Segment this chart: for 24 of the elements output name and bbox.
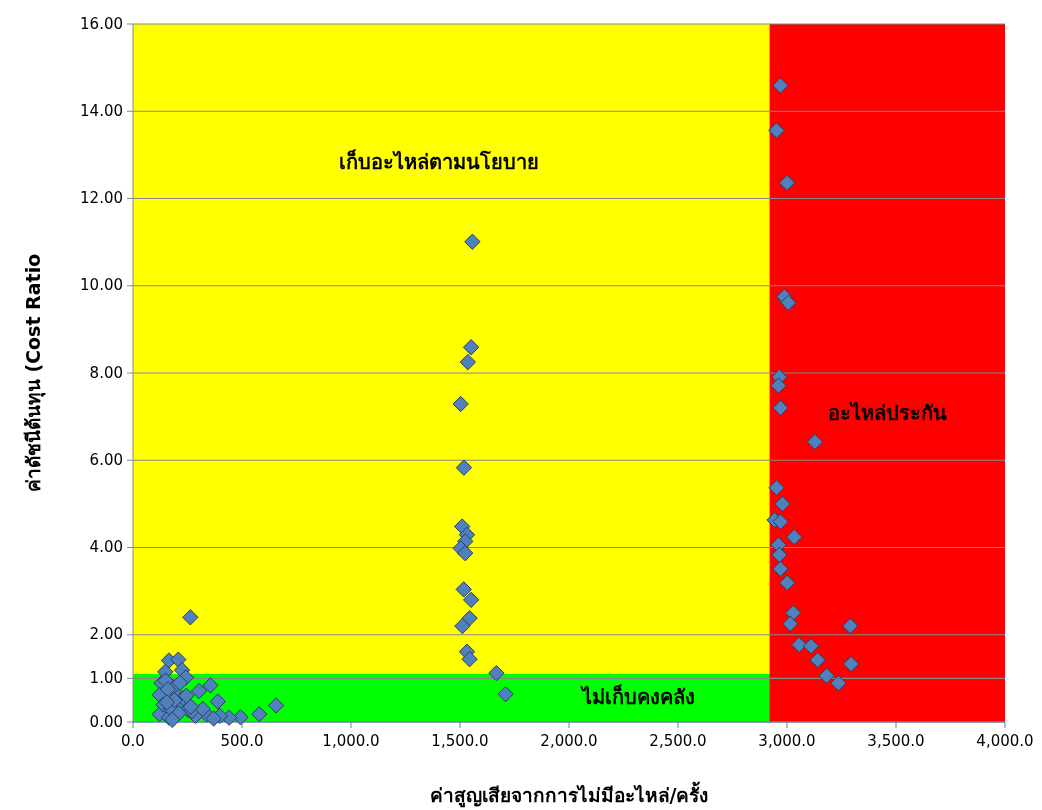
band-label: ไม่เก็บคงคลัง (580, 683, 696, 709)
x-tick-label: 1,000.0 (322, 732, 380, 750)
y-tick-label: 8.00 (89, 363, 123, 382)
x-tick-label: 3,500.0 (867, 732, 925, 750)
y-tick-label: 0.00 (89, 712, 123, 731)
y-tick-label: 6.00 (89, 450, 123, 469)
x-tick-label: 0.0 (121, 732, 145, 750)
y-tick-label: 16.00 (80, 14, 123, 33)
x-tick-label: 2,500.0 (649, 732, 707, 750)
x-tick-label: 3,000.0 (758, 732, 816, 750)
y-tick-label: 4.00 (89, 538, 123, 556)
y-axis-title: ค่าดัชนีต้นทุน (Cost Ratio (22, 253, 46, 493)
y-tick-label: 14.00 (80, 101, 123, 120)
band-label: อะไหล่ประกัน (827, 401, 947, 426)
x-tick-label: 4,000.0 (976, 732, 1034, 750)
x-tick-label: 2,000.0 (540, 732, 598, 750)
y-tick-label: 10.00 (80, 276, 123, 295)
y-tick-label: 2.00 (89, 625, 123, 644)
band-label: เก็บอะไหล่ตามนโยบาย (338, 149, 539, 175)
x-axis-title: ค่าสูญเสียจากการไม่มีอะไหล่/ครั้ง (429, 781, 709, 808)
x-tick-label: 1,500.0 (431, 732, 489, 750)
y-tick-label: 1.00 (89, 668, 123, 687)
y-tick-label: 12.00 (80, 189, 123, 207)
x-tick-label: 500.0 (220, 732, 264, 750)
